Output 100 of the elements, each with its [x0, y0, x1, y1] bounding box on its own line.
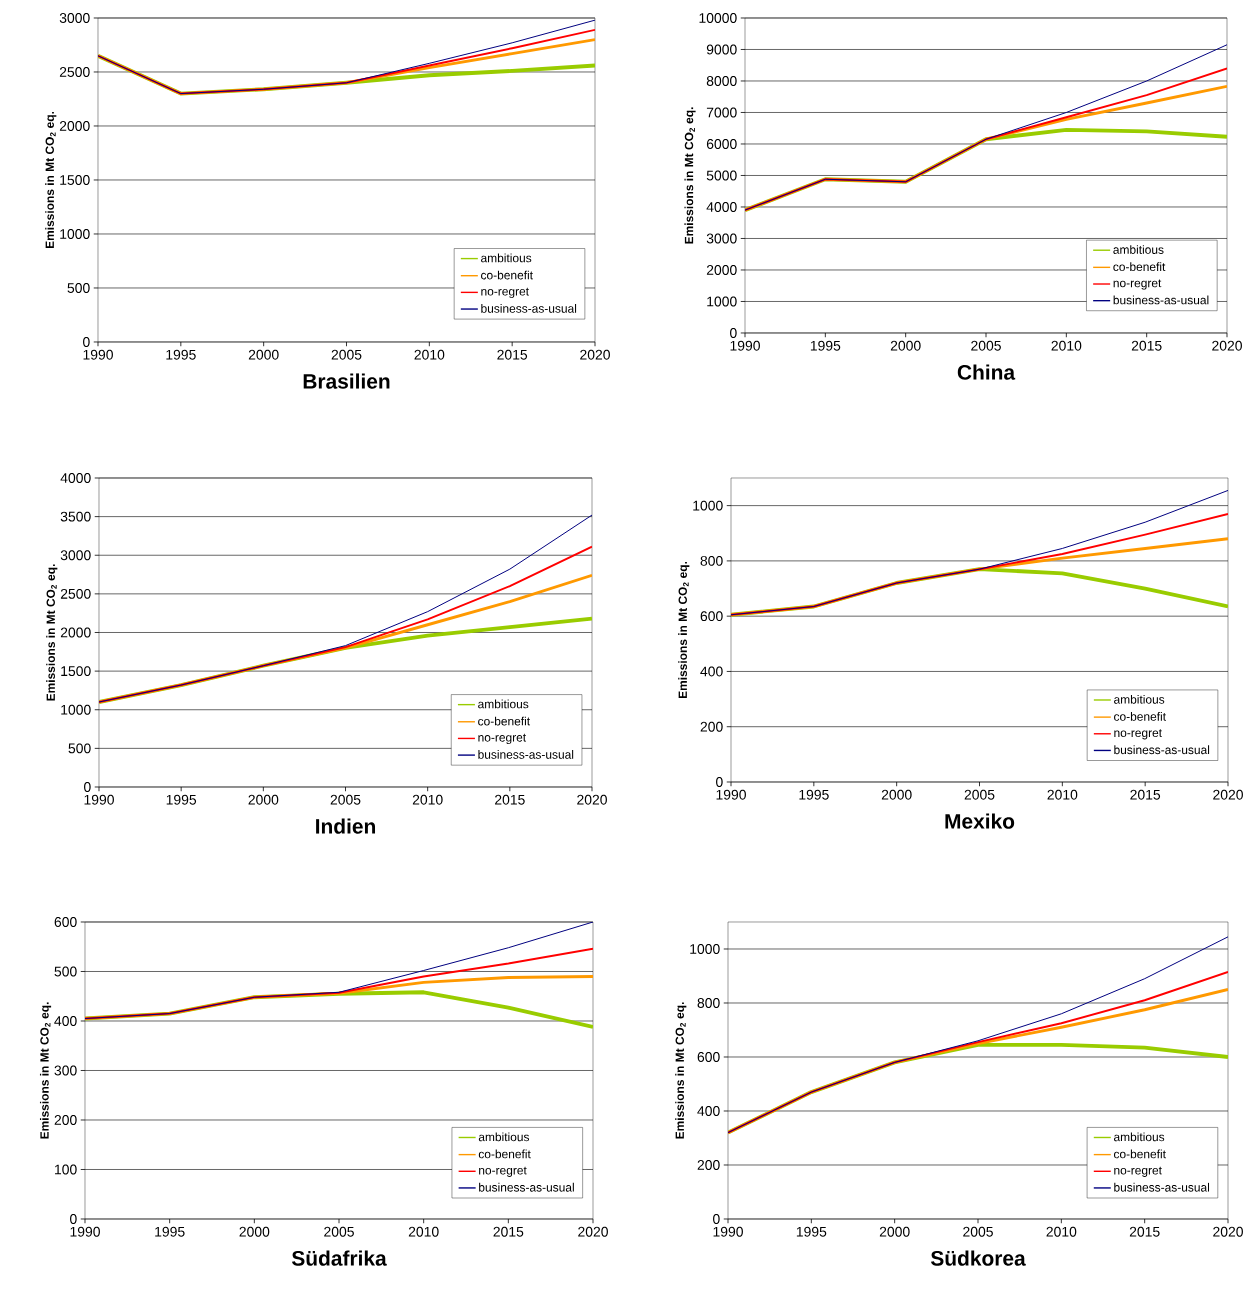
x-tick-label: 2000 [881, 789, 912, 800]
legend-label: no-regret [478, 733, 527, 745]
legend-label: co-benefit [478, 716, 531, 726]
y-tick-label: 1000 [690, 944, 720, 954]
y-tick-label: 7000 [706, 107, 737, 118]
x-tick-label: 2000 [248, 349, 279, 360]
x-tick-label: 2015 [497, 349, 528, 360]
y-tick-label: 5000 [706, 170, 737, 181]
y-tick-label: 0 [84, 782, 91, 792]
y-tick-label: 0 [716, 777, 723, 787]
y-tick-label: 8000 [706, 76, 737, 86]
y-tick-label: 400 [700, 666, 723, 677]
legend-label: ambitious [481, 253, 532, 263]
legend-label: no-regret [481, 287, 529, 298]
x-tick-label: 2020 [1212, 340, 1242, 351]
x-tick-label: 2015 [493, 1226, 524, 1237]
y-axis-title: Emissions in Mt CO$_{2}$ eq. [46, 564, 58, 701]
text: Mexiko [945, 813, 1015, 829]
legend-label: co-benefit [1113, 1149, 1166, 1159]
x-tick-label: 1995 [810, 340, 841, 351]
y-tick-label: 200 [697, 1160, 720, 1170]
x-tick-label: 1995 [796, 1226, 827, 1237]
x-tick-label: 2020 [578, 1226, 608, 1237]
y-tick-label: 400 [54, 1016, 77, 1026]
y-tick-label: 100 [55, 1164, 77, 1175]
y-axis-title: Emissions in Mt CO$_{2}$ eq. [684, 107, 696, 244]
y-tick-label: 600 [697, 1052, 720, 1062]
y-tick-label: 3000 [59, 13, 90, 23]
y-tick-label: 0 [730, 328, 737, 338]
x-tick-label: 2010 [414, 349, 445, 360]
x-tick-label: 1990 [713, 1226, 743, 1237]
text: Südafrika [291, 1250, 387, 1266]
x-tick-label: 1995 [166, 794, 197, 805]
x-tick-label: 1995 [166, 349, 196, 360]
y-tick-label: 1000 [707, 296, 737, 307]
x-tick-label: 2010 [1046, 1226, 1077, 1237]
y-tick-label: 6000 [706, 139, 737, 149]
y-axis-title: Emissions in Mt CO$_{2}$ eq. [39, 1002, 52, 1139]
x-tick-label: 2015 [495, 794, 525, 805]
legend-label: no-regret [1114, 1166, 1162, 1177]
y-tick-label: 2500 [60, 588, 91, 599]
legend-label: no-regret [479, 1166, 527, 1177]
x-tick-label: 2010 [412, 794, 443, 805]
y-axis-title: Emissions in Mt CO$_{2}$ eq. [45, 111, 57, 249]
x-tick-label: 1995 [155, 1226, 185, 1237]
legend-label: business-as-usual [1114, 1182, 1210, 1192]
x-tick-label: 1990 [730, 340, 760, 351]
y-tick-label: 4000 [60, 473, 91, 483]
y-tick-label: 2000 [706, 265, 737, 275]
legend-label: ambitious [1114, 694, 1165, 704]
y-tick-label: 800 [697, 998, 720, 1008]
x-tick-label: 2020 [577, 794, 607, 805]
legend-label: business-as-usual [1113, 295, 1209, 305]
y-tick-label: 1500 [61, 666, 91, 677]
y-tick-label: 500 [68, 743, 91, 754]
y-tick-label: 200 [54, 1115, 77, 1125]
x-tick-label: 2010 [1047, 789, 1078, 800]
x-tick-label: 2000 [890, 340, 921, 351]
y-tick-label: 1000 [61, 704, 91, 715]
x-tick-label: 2000 [879, 1226, 910, 1237]
x-tick-label: 2015 [1131, 340, 1162, 351]
y-tick-label: 500 [67, 283, 90, 293]
x-tick-label: 2005 [964, 789, 995, 800]
x-tick-label: 1990 [83, 349, 113, 360]
y-tick-label: 300 [54, 1065, 77, 1076]
legend-label: no-regret [1113, 279, 1162, 290]
y-tick-label: 1500 [60, 175, 90, 185]
legend-label: ambitious [1113, 1132, 1165, 1142]
y-tick-label: 3500 [60, 511, 91, 522]
y-tick-label: 3000 [60, 550, 91, 561]
legend-label: co-benefit [1114, 712, 1166, 721]
x-tick-label: 1990 [84, 794, 114, 805]
legend-label: ambitious [478, 1132, 530, 1142]
legend-label: no-regret [1114, 729, 1162, 740]
legend-label: co-benefit [1113, 262, 1166, 272]
x-tick-label: 1990 [716, 789, 746, 800]
text: China [957, 364, 1016, 380]
text: Südkorea [930, 1250, 1026, 1266]
x-tick-label: 2000 [239, 1226, 270, 1237]
y-tick-label: 9000 [706, 44, 737, 55]
y-tick-label: 2500 [59, 67, 90, 77]
legend-label: business-as-usual [478, 750, 574, 759]
x-tick-label: 1990 [70, 1226, 100, 1237]
y-tick-label: 800 [700, 555, 723, 566]
legend-label: business-as-usual [481, 303, 577, 313]
x-tick-label: 1995 [799, 789, 829, 800]
y-tick-label: 200 [700, 721, 723, 732]
y-tick-label: 0 [70, 1214, 77, 1224]
x-tick-label: 2020 [1213, 1226, 1243, 1237]
x-tick-label: 2020 [580, 349, 610, 360]
x-tick-label: 2005 [331, 349, 362, 360]
y-tick-label: 1000 [60, 229, 90, 239]
legend-label: ambitious [478, 699, 529, 709]
x-tick-label: 2010 [408, 1226, 439, 1237]
legend-label: co-benefit [481, 270, 533, 280]
x-tick-label: 2005 [330, 794, 361, 805]
legend-label: business-as-usual [1114, 745, 1210, 755]
x-tick-label: 2015 [1129, 1226, 1160, 1237]
x-tick-label: 2015 [1130, 789, 1161, 800]
y-tick-label: 600 [54, 917, 77, 927]
